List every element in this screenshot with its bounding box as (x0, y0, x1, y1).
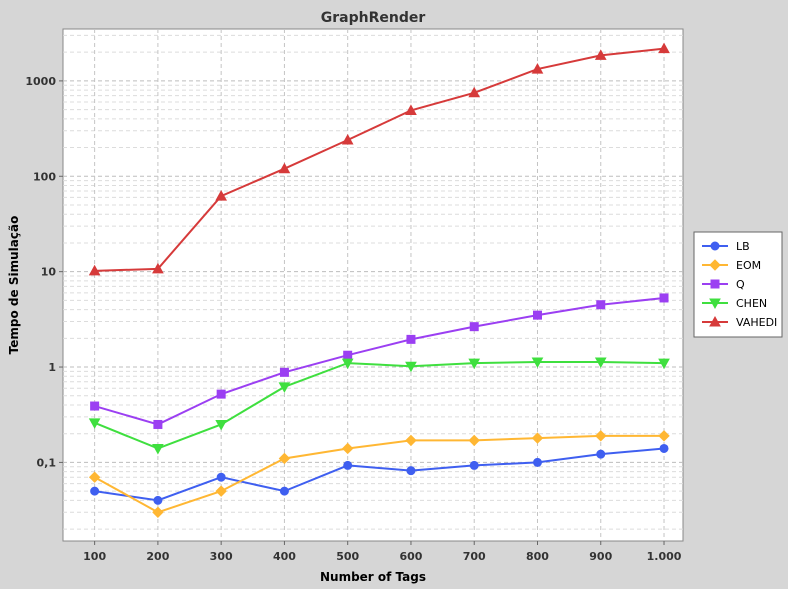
x-tick-label: 500 (336, 550, 359, 563)
data-point-chen (658, 358, 670, 370)
data-point-vahedi (215, 190, 228, 201)
legend-marker-vahedi (709, 315, 721, 327)
x-tick-label: 300 (210, 550, 233, 563)
data-point-lb (406, 466, 416, 476)
data-point-q (216, 389, 226, 399)
data-point-lb (216, 472, 226, 482)
legend: LB EOM Q CHEN VAHEDI (693, 231, 783, 338)
series-q (90, 293, 669, 429)
data-point-eom (658, 430, 670, 442)
data-point-eom (341, 442, 354, 455)
series-line-chen (94, 360, 665, 450)
data-point-eom (278, 452, 291, 465)
legend-marker-eom (709, 259, 721, 271)
legend-label-q: Q (736, 278, 745, 291)
data-point-eom (152, 506, 164, 518)
data-point-lb (279, 486, 289, 496)
x-tick-label: 100 (83, 550, 106, 563)
data-point-chen (405, 361, 417, 373)
data-point-lb (343, 460, 353, 470)
data-point-vahedi (531, 63, 544, 74)
data-point-vahedi (88, 264, 101, 276)
legend-marker-lb (710, 241, 720, 251)
x-tick-label: 400 (273, 550, 296, 563)
data-point-chen (341, 358, 354, 370)
x-tick-label: 800 (526, 550, 549, 563)
x-tick-label: 1.000 (647, 550, 682, 563)
series-vahedi (88, 42, 670, 276)
data-point-eom (215, 485, 227, 497)
data-point-eom (531, 432, 544, 444)
data-point-lb (659, 443, 669, 453)
data-point-chen (278, 382, 291, 393)
data-point-eom (468, 434, 480, 447)
legend-label-vahedi: VAHEDI (736, 316, 777, 329)
x-tick-label: 600 (399, 550, 422, 563)
legend-label-chen: CHEN (736, 297, 767, 310)
data-point-q (90, 401, 100, 411)
data-point-vahedi (405, 104, 417, 115)
legend-marker-q (710, 279, 720, 289)
data-point-lb (532, 457, 542, 467)
data-point-vahedi (152, 262, 164, 274)
y-tick-label: 1000 (25, 75, 56, 88)
data-point-q (596, 300, 606, 310)
plot-area (62, 28, 684, 542)
data-point-lb (469, 460, 479, 470)
x-tick-label: 700 (463, 550, 486, 563)
data-point-chen (468, 358, 481, 370)
data-point-vahedi (278, 162, 291, 174)
data-point-chen (152, 443, 164, 455)
data-point-lb (596, 449, 606, 459)
series-lb (90, 443, 669, 505)
legend-marker-chen (709, 298, 721, 310)
data-point-q (153, 419, 163, 429)
y-axis: 0,1 1 10 100 1000 (25, 75, 63, 469)
data-point-eom (405, 434, 417, 447)
data-point-chen (594, 357, 607, 369)
x-axis-label: Number of Tags (320, 570, 426, 584)
data-point-q (406, 334, 416, 344)
series-line-vahedi (94, 47, 665, 272)
data-point-eom (595, 430, 607, 442)
data-point-chen (531, 357, 544, 369)
y-tick-label: 0,1 (37, 456, 57, 469)
series-layer (88, 42, 670, 518)
data-point-q (343, 350, 353, 360)
data-point-q (279, 367, 289, 377)
data-point-chen (88, 418, 101, 429)
series-line-q (94, 296, 665, 426)
data-point-chen (215, 419, 228, 431)
data-point-vahedi (594, 49, 607, 60)
grid (63, 29, 683, 541)
x-tick-label: 900 (589, 550, 612, 563)
legend-label-eom: EOM (736, 259, 761, 272)
y-tick-label: 10 (41, 266, 57, 279)
data-point-lb (153, 495, 163, 505)
data-point-q (659, 293, 669, 303)
x-tick-label: 200 (146, 550, 169, 563)
y-tick-label: 1 (48, 361, 56, 374)
series-line-eom (94, 434, 665, 514)
data-point-lb (90, 486, 100, 496)
series-eom (88, 430, 670, 518)
data-point-q (532, 310, 542, 320)
series-chen (88, 357, 670, 455)
data-point-vahedi (341, 133, 354, 145)
series-line-lb (94, 447, 665, 502)
chart-title: GraphRender (321, 10, 426, 26)
data-point-eom (88, 471, 101, 483)
x-axis: 100 200 300 400 500 600 700 800 900 1.000 (83, 541, 682, 563)
data-point-vahedi (468, 86, 481, 98)
legend-label-lb: LB (736, 240, 750, 253)
y-axis-label: Tempo de Simulação (7, 216, 21, 355)
data-point-q (469, 322, 479, 332)
data-point-vahedi (658, 42, 670, 54)
y-tick-label: 100 (33, 170, 56, 183)
